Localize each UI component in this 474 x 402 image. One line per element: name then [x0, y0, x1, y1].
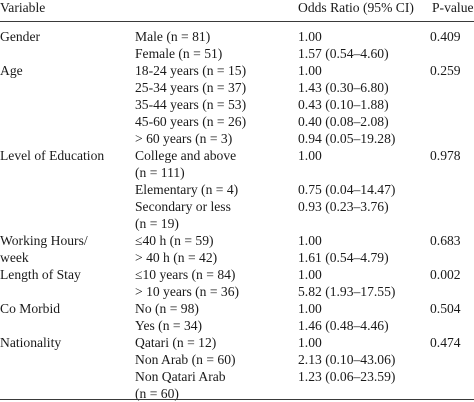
cell-odds-ratio: 0.93 (0.23–3.76)	[298, 199, 389, 214]
cell-odds-ratio: 1.61 (0.54–4.79)	[298, 250, 389, 265]
cell-odds-ratio: 1.43 (0.30–6.80)	[298, 80, 389, 95]
cell-odds-ratio: 1.00	[298, 233, 322, 248]
cell-p-value: 0.683	[430, 233, 461, 248]
cell-odds-ratio: 1.00	[298, 335, 322, 350]
cell-category: Secondary or less	[135, 199, 231, 214]
cell-variable: Age	[0, 63, 23, 78]
cell-category: (n = 60)	[135, 386, 179, 401]
cell-variable: Length of Stay	[0, 267, 81, 282]
cell-category: (n = 19)	[135, 216, 179, 231]
header-variable: Variable	[0, 0, 46, 15]
cell-p-value: 0.002	[430, 267, 461, 282]
cell-odds-ratio: 1.00	[298, 148, 322, 163]
cell-category: ≤10 years (n = 84)	[135, 267, 236, 282]
cell-p-value: 0.504	[430, 301, 461, 316]
header-p-value: P-value	[432, 0, 474, 15]
cell-variable: Level of Education	[0, 148, 105, 163]
cell-category: Elementary (n = 4)	[135, 182, 239, 197]
bottom-rule	[0, 399, 474, 400]
cell-odds-ratio: 1.57 (0.54–4.60)	[298, 46, 389, 61]
cell-category: No (n = 98)	[135, 301, 199, 316]
cell-p-value: 0.409	[430, 29, 461, 44]
cell-odds-ratio: 0.40 (0.08–2.08)	[298, 114, 389, 129]
cell-odds-ratio: 2.13 (0.10–43.06)	[298, 352, 396, 367]
cell-category: > 10 years (n = 36)	[135, 284, 240, 299]
cell-odds-ratio: 0.75 (0.04–14.47)	[298, 182, 396, 197]
cell-odds-ratio: 1.00	[298, 301, 322, 316]
cell-variable: Working Hours/	[0, 233, 88, 248]
cell-odds-ratio: 0.94 (0.05–19.28)	[298, 131, 396, 146]
cell-category: > 40 h (n = 42)	[135, 250, 218, 265]
cell-category: College and above	[135, 148, 237, 163]
cell-category: (n = 111)	[135, 165, 185, 180]
cell-category: Qatari (n = 12)	[135, 335, 217, 350]
cell-category: Female (n = 51)	[135, 46, 223, 61]
cell-category: 35-44 years (n = 53)	[135, 97, 247, 112]
cell-p-value: 0.259	[430, 63, 461, 78]
cell-variable: week	[0, 250, 29, 265]
cell-category: 18-24 years (n = 15)	[135, 63, 247, 78]
cell-odds-ratio: 1.00	[298, 267, 322, 282]
cell-odds-ratio: 1.00	[298, 29, 322, 44]
cell-category: Non Qatari Arab	[135, 369, 226, 384]
cell-category: > 60 years (n = 3)	[135, 131, 233, 146]
cell-category: 25-34 years (n = 37)	[135, 80, 247, 95]
cell-odds-ratio: 1.23 (0.06–23.59)	[298, 369, 396, 384]
cell-odds-ratio: 1.00	[298, 63, 322, 78]
cell-variable: Nationality	[0, 335, 62, 350]
cell-category: Non Arab (n = 60)	[135, 352, 236, 367]
cell-variable: Gender	[0, 29, 41, 44]
cell-odds-ratio: 0.43 (0.10–1.88)	[298, 97, 389, 112]
cell-variable: Co Morbid	[0, 301, 61, 316]
cell-category: Yes (n = 34)	[135, 318, 203, 333]
cell-odds-ratio: 5.82 (1.93–17.55)	[298, 284, 396, 299]
header-divider	[0, 21, 474, 22]
cell-p-value: 0.978	[430, 148, 461, 163]
cell-category: ≤40 h (n = 59)	[135, 233, 214, 248]
cell-category: 45-60 years (n = 26)	[135, 114, 247, 129]
cell-p-value: 0.474	[430, 335, 461, 350]
cell-category: Male (n = 81)	[135, 29, 211, 44]
header-odds-ratio: Odds Ratio (95% CI)	[298, 0, 414, 15]
cell-odds-ratio: 1.46 (0.48–4.46)	[298, 318, 389, 333]
